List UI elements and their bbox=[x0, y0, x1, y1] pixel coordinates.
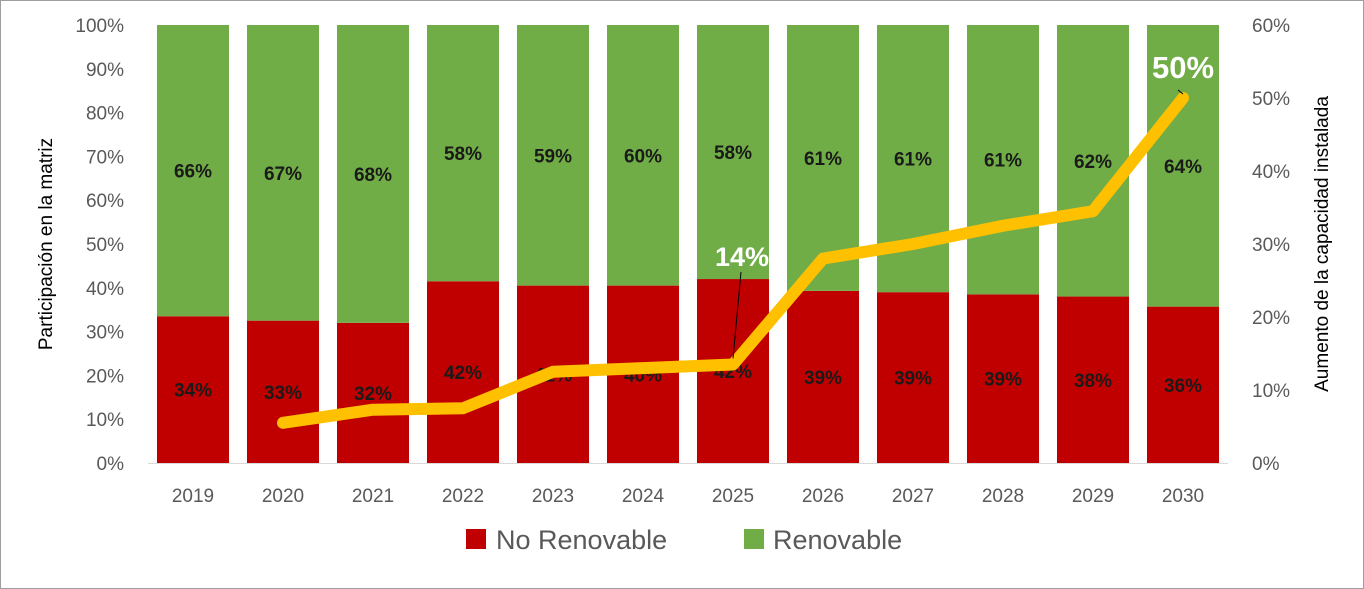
y2-tick-label: 40% bbox=[1252, 162, 1290, 183]
bar-renovable bbox=[1057, 25, 1129, 297]
x-tick-label: 2019 bbox=[172, 486, 214, 507]
bar-renovable bbox=[337, 25, 409, 323]
legend-label-renovable: Renovable bbox=[773, 525, 902, 555]
bar-renovable bbox=[1147, 25, 1219, 307]
data-label-renovable: 66% bbox=[174, 162, 212, 183]
bar-no-renovable bbox=[967, 294, 1039, 463]
callout-leader-line bbox=[1177, 89, 1184, 95]
bar-no-renovable bbox=[337, 322, 409, 463]
data-label-renovable: 58% bbox=[444, 144, 482, 165]
data-label-no-renovable: 39% bbox=[894, 369, 932, 390]
x-tick-label: 2025 bbox=[712, 486, 754, 507]
bar-renovable bbox=[967, 25, 1039, 295]
data-label-renovable: 60% bbox=[624, 146, 662, 167]
data-label-renovable: 62% bbox=[1074, 152, 1112, 173]
data-label-renovable: 59% bbox=[534, 146, 572, 167]
bar-renovable bbox=[697, 25, 769, 280]
x-tick-label: 2020 bbox=[262, 486, 304, 507]
bar-renovable bbox=[247, 25, 319, 321]
data-label-renovable: 61% bbox=[804, 149, 842, 170]
bar-no-renovable bbox=[1147, 306, 1219, 463]
bar-no-renovable bbox=[877, 292, 949, 463]
data-label-no-renovable: 36% bbox=[1164, 376, 1202, 397]
data-label-no-renovable: 38% bbox=[1074, 371, 1112, 392]
callout-label: 50% bbox=[1152, 50, 1214, 85]
y2-tick-label: 50% bbox=[1252, 89, 1290, 110]
x-tick-label: 2030 bbox=[1162, 486, 1204, 507]
data-label-no-renovable: 39% bbox=[804, 368, 842, 389]
x-tick-label: 2021 bbox=[352, 486, 394, 507]
y2-tick-label: 0% bbox=[1252, 454, 1280, 475]
x-tick-label: 2029 bbox=[1072, 486, 1114, 507]
callout-label: 14% bbox=[715, 242, 769, 272]
data-label-no-renovable: 39% bbox=[984, 370, 1022, 391]
data-label-no-renovable: 32% bbox=[354, 384, 392, 405]
y-axis-title: Participación en la matriz bbox=[36, 138, 57, 350]
legend-label-no-renovable: No Renovable bbox=[496, 525, 667, 555]
x-tick-label: 2023 bbox=[532, 486, 574, 507]
y2-tick-label: 30% bbox=[1252, 235, 1290, 256]
bar-no-renovable bbox=[247, 320, 319, 463]
y-tick-label: 70% bbox=[86, 147, 124, 168]
y-tick-label: 30% bbox=[86, 323, 124, 344]
x-tick-label: 2026 bbox=[802, 486, 844, 507]
bar-no-renovable bbox=[787, 290, 859, 463]
y-tick-label: 90% bbox=[86, 60, 124, 81]
y-tick-label: 80% bbox=[86, 104, 124, 125]
data-label-renovable: 67% bbox=[264, 164, 302, 185]
data-label-no-renovable: 42% bbox=[444, 363, 482, 384]
y-tick-label: 20% bbox=[86, 366, 124, 387]
x-tick-label: 2024 bbox=[622, 486, 665, 507]
bar-renovable bbox=[427, 25, 499, 282]
x-tick-label: 2022 bbox=[442, 486, 484, 507]
bar-renovable bbox=[517, 25, 589, 286]
data-label-renovable: 61% bbox=[984, 151, 1022, 172]
y-tick-label: 40% bbox=[86, 279, 124, 300]
y2-axis-title: Aumento de la capacidad instalada bbox=[1312, 96, 1333, 392]
y2-tick-label: 60% bbox=[1252, 16, 1290, 37]
y-tick-label: 60% bbox=[86, 191, 124, 212]
y-tick-label: 10% bbox=[86, 410, 124, 431]
bar-no-renovable bbox=[1057, 296, 1129, 463]
legend-swatch-no-renovable bbox=[466, 529, 486, 549]
x-tick-label: 2027 bbox=[892, 486, 934, 507]
data-label-no-renovable: 34% bbox=[174, 381, 212, 402]
callout-leader-line bbox=[732, 271, 742, 359]
y2-tick-label: 10% bbox=[1252, 381, 1290, 402]
y-tick-label: 50% bbox=[86, 235, 124, 256]
bar-renovable bbox=[607, 25, 679, 286]
legend-swatch-renovable bbox=[744, 529, 764, 549]
data-label-renovable: 58% bbox=[714, 143, 752, 164]
data-label-renovable: 68% bbox=[354, 165, 392, 186]
y2-tick-label: 20% bbox=[1252, 308, 1290, 329]
y-tick-label: 100% bbox=[75, 16, 124, 37]
bar-renovable bbox=[787, 25, 859, 291]
bar-no-renovable bbox=[427, 281, 499, 463]
y-tick-label: 0% bbox=[97, 454, 125, 475]
x-tick-label: 2028 bbox=[982, 486, 1024, 507]
bar-renovable bbox=[157, 25, 229, 317]
capacity-line bbox=[277, 92, 1189, 429]
data-label-renovable: 61% bbox=[894, 150, 932, 171]
data-label-no-renovable: 33% bbox=[264, 383, 302, 404]
data-label-renovable: 64% bbox=[1164, 157, 1202, 178]
bar-no-renovable bbox=[157, 316, 229, 463]
